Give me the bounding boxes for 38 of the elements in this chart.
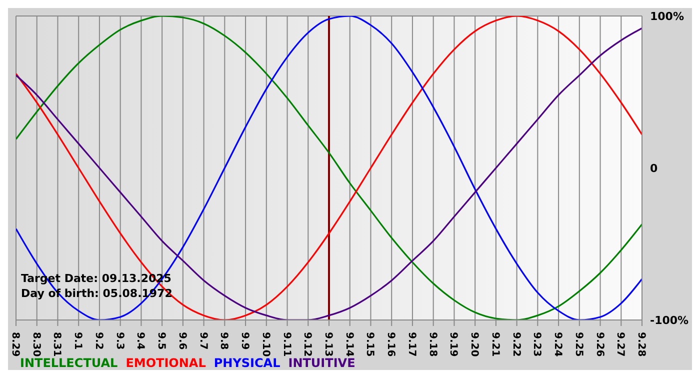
y-tick-label: 0: [650, 162, 658, 175]
x-tick-label: 9.11: [280, 332, 292, 357]
x-tick-label: 9.7: [197, 332, 208, 350]
x-tick-label: 9.1: [72, 332, 84, 350]
text: INTELLECTUAL: [20, 356, 118, 370]
x-tick-label: 9.27: [614, 332, 626, 357]
x-tick-label: 9.10: [260, 332, 271, 357]
y-tick-label: 100%: [650, 10, 684, 23]
x-tick-label: 9.4: [134, 332, 146, 350]
x-tick-label: 9.20: [468, 332, 480, 357]
x-tick-label: 9.12: [302, 332, 313, 357]
x-tick-label: 9.28: [636, 332, 646, 357]
x-tick-label: 9.6: [176, 332, 188, 350]
x-tick-label: 9.26: [594, 332, 605, 357]
text: PHYSICAL: [214, 356, 280, 370]
x-tick-label: 9.24: [552, 332, 564, 357]
x-tick-label: 9.19: [448, 332, 459, 357]
x-tick-label: 9.17: [406, 332, 417, 357]
text: EMOTIONAL: [126, 356, 206, 370]
x-tick-label: 9.25: [572, 332, 584, 357]
x-tick-label: 9.9: [239, 332, 250, 350]
x-tick-label: 9.23: [531, 332, 542, 357]
y-tick-label: -100%: [650, 314, 689, 327]
x-tick-label: 9.5: [156, 332, 167, 350]
x-tick-label: 8.31: [51, 332, 62, 357]
x-tick-label: 8.29: [10, 332, 20, 357]
x-tick-label: 9.14: [343, 332, 354, 357]
x-tick-label: 9.2: [92, 332, 104, 350]
x-tick-label: 9.16: [385, 332, 396, 357]
x-tick-label: 9.3: [114, 332, 125, 350]
x-tick-label: 9.8: [218, 332, 230, 350]
x-tick-label: 9.21: [489, 332, 500, 357]
x-tick-label: 9.18: [426, 332, 438, 357]
x-tick-label: 9.22: [510, 332, 522, 357]
x-tick-label: 9.13: [322, 332, 334, 357]
text: INTUITIVE: [288, 356, 356, 370]
x-tick-label: 9.15: [364, 332, 376, 357]
x-tick-label: 8.30: [30, 332, 42, 357]
